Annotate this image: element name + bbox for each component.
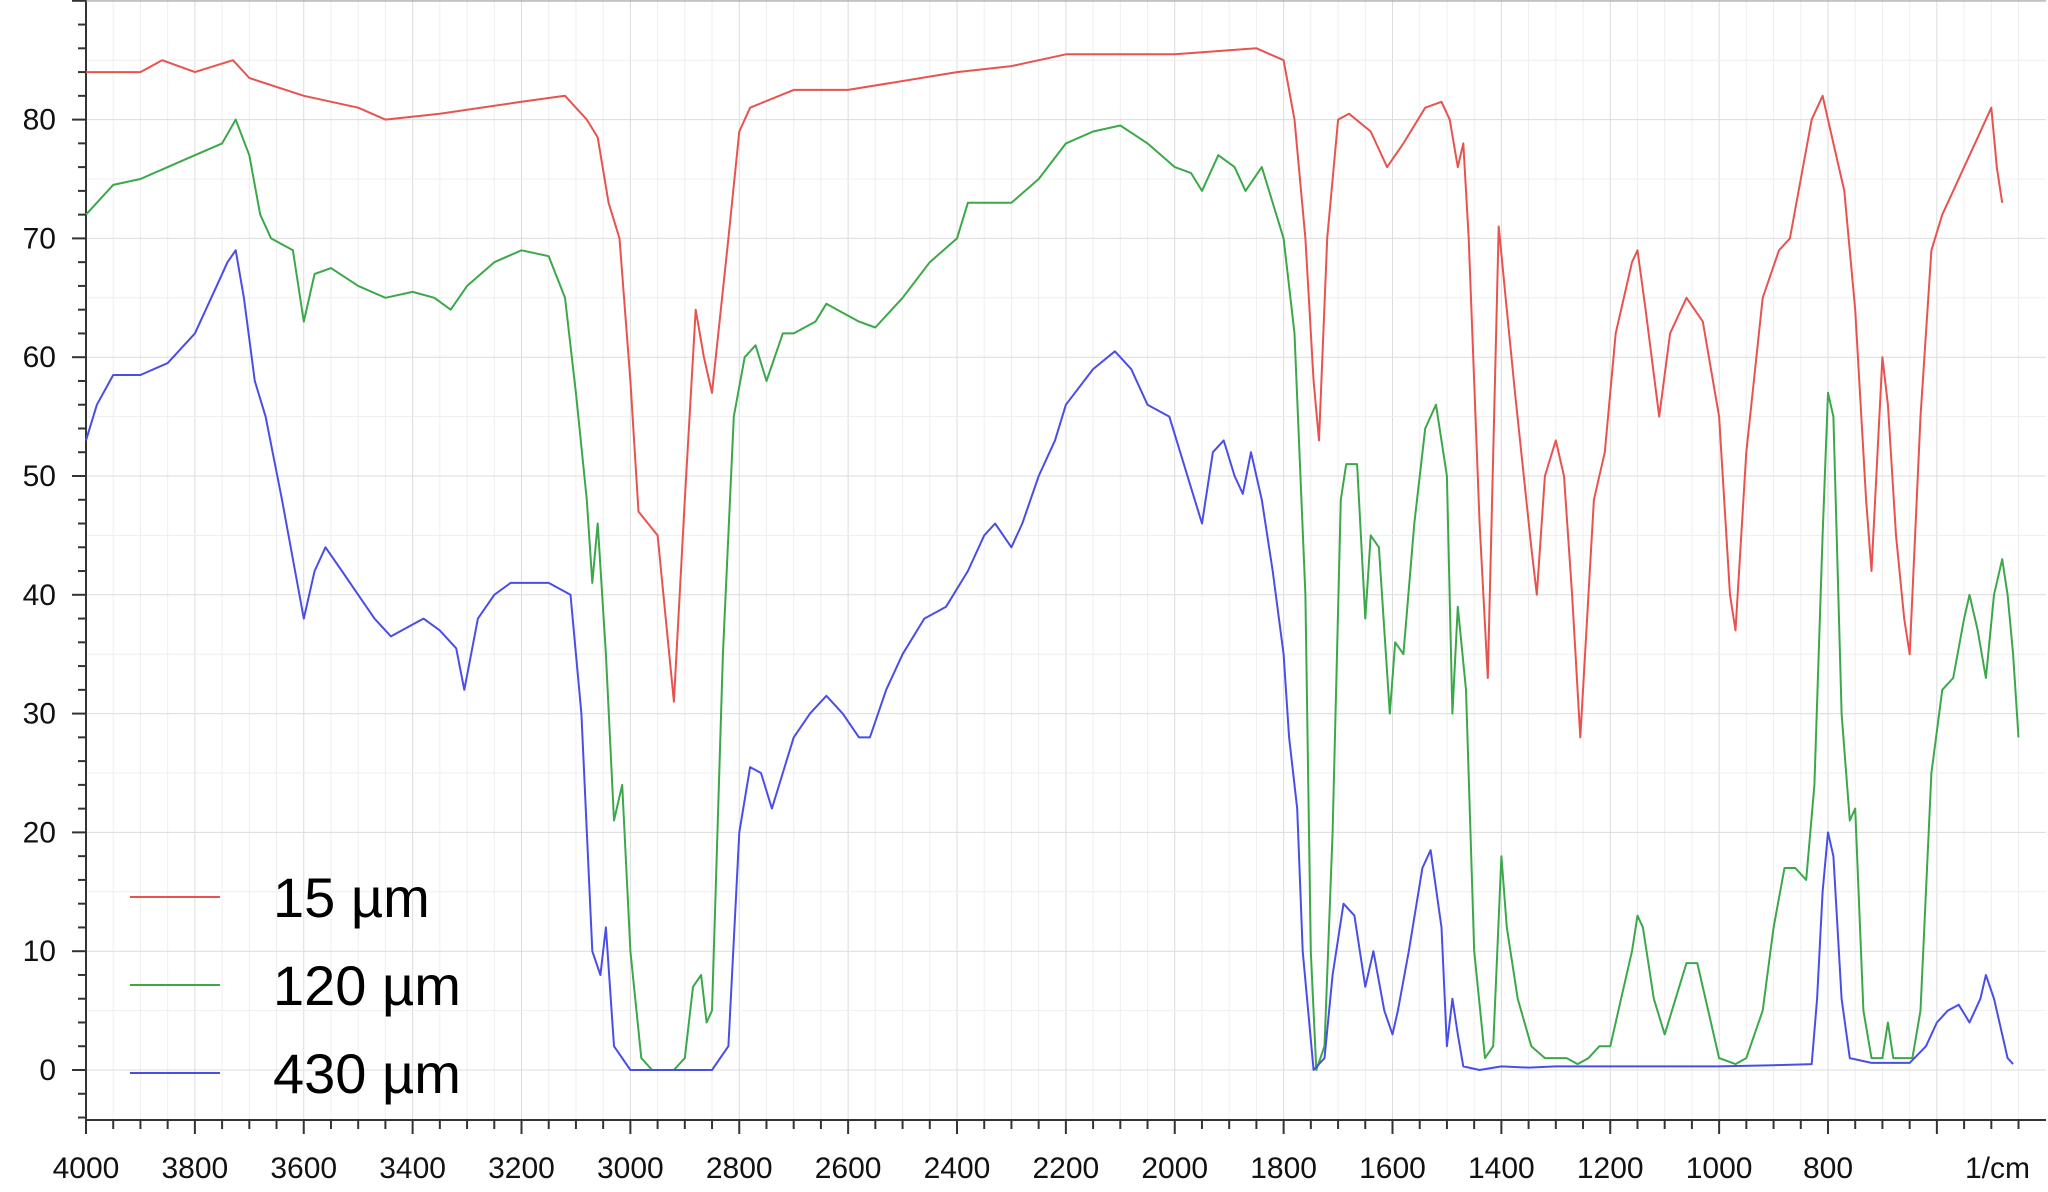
series-line-1 [86, 47, 2004, 739]
x-tick-label: 3200 [488, 1152, 555, 1185]
legend-label: 15 µm [273, 866, 430, 929]
axes: 4000 3800 3600 3400 3200 3000 2800 2600 2400 2200… [23, 0, 2046, 1185]
y-tick-label: 60 [23, 341, 56, 374]
y-tick-label: 0 [39, 1054, 56, 1087]
y-tick-label: 50 [23, 460, 56, 493]
x-tick-label: 800 [1803, 1152, 1853, 1185]
y-tick-label: 30 [23, 698, 56, 731]
x-tick-label: 2400 [924, 1152, 991, 1185]
x-tick-label: 3800 [162, 1152, 229, 1185]
x-tick-label: 1600 [1359, 1152, 1426, 1185]
x-tick-label: 2800 [706, 1152, 773, 1185]
series-line-3 [85, 249, 2014, 1071]
x-tick-label: 4000 [53, 1152, 120, 1185]
y-tick-label: 80 [23, 104, 56, 137]
grid [85, 0, 2046, 1120]
y-tick-label: 20 [23, 816, 56, 849]
series-lines [85, 47, 2020, 1071]
x-tick-label: 2000 [1141, 1152, 1208, 1185]
legend: 15 µm 120 µm 430 µm [130, 866, 461, 1105]
x-tick-label: 2200 [1033, 1152, 1100, 1185]
series-line-2 [85, 118, 2020, 1071]
y-tick-label: 40 [23, 579, 56, 612]
x-tick-label: 1800 [1250, 1152, 1317, 1185]
y-tick-label: 70 [23, 222, 56, 255]
x-axis-unit-label: 1/cm [1965, 1152, 2030, 1185]
x-tick-label: 1200 [1577, 1152, 1644, 1185]
legend-label: 120 µm [273, 954, 461, 1017]
x-tick-label: 1400 [1468, 1152, 1535, 1185]
x-tick-label: 3000 [597, 1152, 664, 1185]
legend-label: 430 µm [273, 1042, 461, 1105]
x-tick-label: 3600 [270, 1152, 337, 1185]
x-tick-label: 1000 [1686, 1152, 1753, 1185]
y-tick-label: 10 [23, 935, 56, 968]
x-tick-label: 2600 [815, 1152, 882, 1185]
x-tick-label: 3400 [379, 1152, 446, 1185]
